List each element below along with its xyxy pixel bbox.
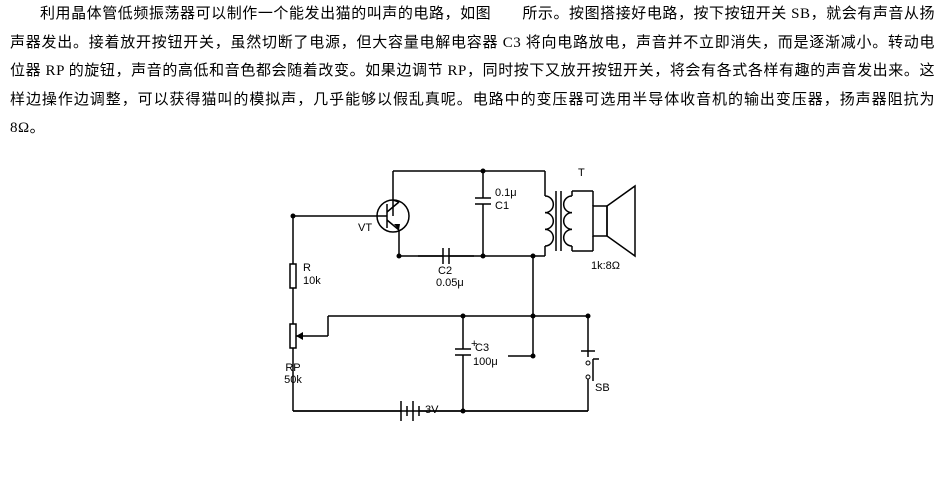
svg-text:SB: SB: [595, 382, 610, 394]
body-paragraph: 利用晶体管低频振荡器可以制作一个能发出猫的叫声的电路，如图 所示。按图搭接好电路…: [10, 0, 935, 143]
svg-text:C1: C1: [495, 200, 509, 212]
svg-text:0.1μ: 0.1μ: [495, 187, 517, 199]
svg-text:10k: 10k: [303, 275, 321, 287]
svg-text:C2: C2: [438, 265, 452, 277]
svg-text:VT: VT: [358, 222, 372, 234]
svg-text:C3: C3: [475, 342, 489, 354]
svg-text:3V: 3V: [425, 404, 439, 416]
svg-text:1k:8Ω: 1k:8Ω: [591, 260, 620, 272]
svg-text:100μ: 100μ: [473, 356, 498, 368]
circuit-diagram: T1k:8Ω0.1μC1VTC20.05μ+C3100μSB3VR10kRP50…: [10, 151, 935, 441]
svg-text:0.05μ: 0.05μ: [436, 277, 464, 289]
svg-text:R: R: [303, 262, 311, 274]
svg-text:T: T: [578, 167, 585, 179]
